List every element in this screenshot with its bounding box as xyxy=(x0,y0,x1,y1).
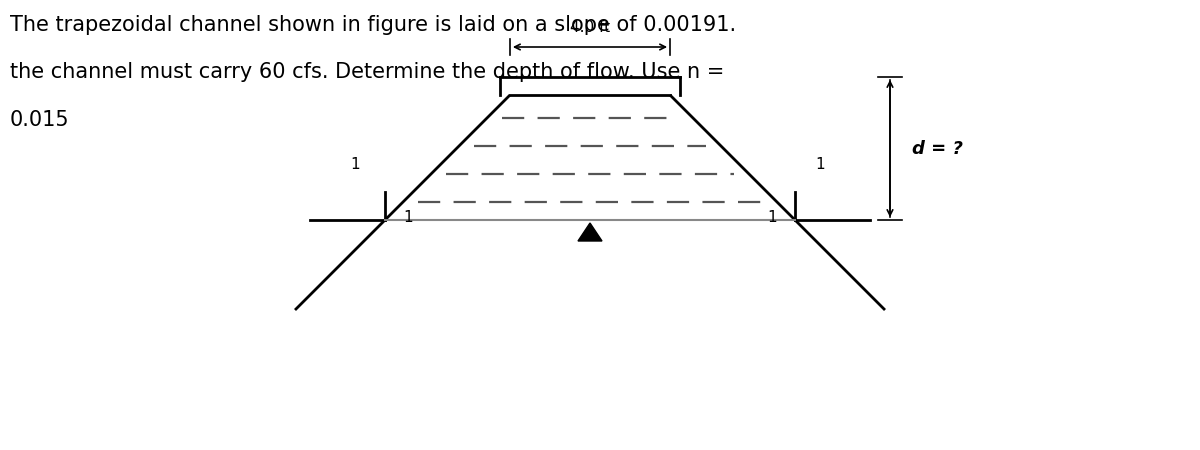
Text: 1: 1 xyxy=(767,210,778,225)
Text: 1: 1 xyxy=(403,210,413,225)
Text: The trapezoidal channel shown in figure is laid on a slope of 0.00191.: The trapezoidal channel shown in figure … xyxy=(10,15,736,35)
Text: 1: 1 xyxy=(350,157,360,172)
Text: 1: 1 xyxy=(815,157,824,172)
Text: the channel must carry 60 cfs. Determine the depth of flow. Use n =: the channel must carry 60 cfs. Determine… xyxy=(10,62,724,82)
Text: 0.015: 0.015 xyxy=(10,109,70,130)
Text: 4.0 ft: 4.0 ft xyxy=(570,20,610,35)
Text: d = ?: d = ? xyxy=(912,140,964,158)
Polygon shape xyxy=(578,223,602,241)
